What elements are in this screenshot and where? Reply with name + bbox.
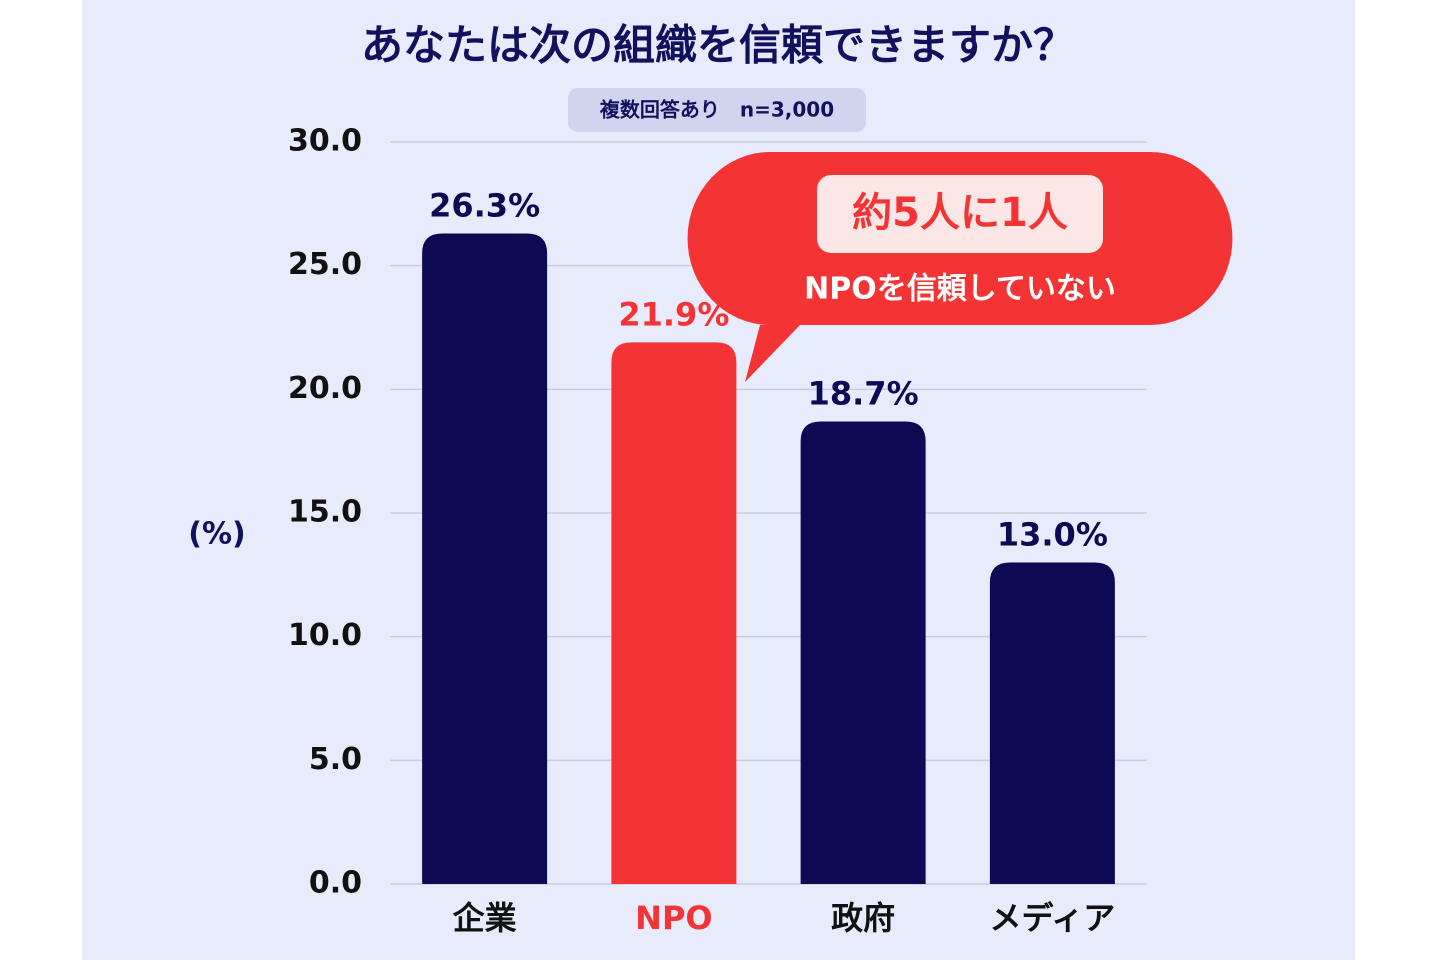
- y-tick-label: 15.0: [288, 495, 362, 530]
- y-tick-label: 5.0: [309, 742, 362, 777]
- bar: [611, 342, 737, 885]
- x-tick-label: 政府: [831, 899, 895, 937]
- x-tick-label: メディア: [989, 899, 1115, 937]
- y-axis-label: (%): [188, 517, 245, 552]
- value-label: 18.7%: [808, 374, 919, 412]
- subtitle-pill: [568, 88, 866, 132]
- y-tick-label: 25.0: [288, 247, 362, 282]
- y-tick-label: 0.0: [309, 866, 362, 901]
- value-label: 21.9%: [618, 295, 729, 333]
- value-label: 13.0%: [997, 515, 1108, 553]
- callout-highlight: 約5人に1人: [852, 190, 1068, 236]
- subtitle: 複数回答あり n=3,000: [600, 98, 834, 122]
- x-tick-label: NPO: [635, 899, 712, 937]
- callout: 約5人に1人 NPOを信頼していない: [687, 152, 1233, 382]
- bar: [422, 233, 548, 885]
- value-label: 26.3%: [429, 187, 540, 225]
- y-tick-label: 20.0: [288, 371, 362, 406]
- y-tick-label: 30.0: [288, 124, 362, 159]
- chart-title: あなたは次の組織を信頼できますか？: [361, 21, 1075, 70]
- bar: [989, 562, 1115, 884]
- callout-text: NPOを信頼していない: [804, 272, 1116, 307]
- callout-highlight-box: [817, 175, 1103, 253]
- x-tick-label: 企業: [453, 899, 517, 937]
- bar: [800, 421, 926, 884]
- y-tick-label: 10.0: [288, 618, 362, 653]
